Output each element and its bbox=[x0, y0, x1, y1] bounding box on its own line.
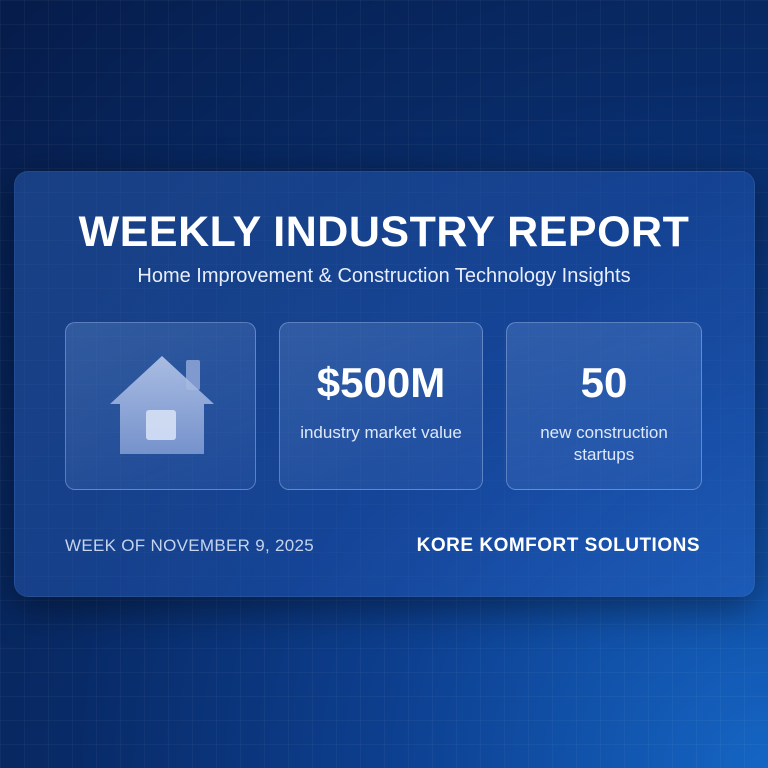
page-subtitle: Home Improvement & Construction Technolo… bbox=[137, 265, 631, 287]
market-value-number: $500M bbox=[316, 359, 446, 406]
startups-tile: 50 new construction startups bbox=[506, 322, 702, 490]
company-name: KORE KOMFORT SOLUTIONS bbox=[416, 535, 700, 556]
market-value-label: industry market value bbox=[300, 423, 462, 442]
market-value-tile: $500M industry market value bbox=[279, 322, 483, 490]
house-icon bbox=[110, 356, 214, 454]
page-title: WEEKLY INDUSTRY REPORT bbox=[78, 208, 690, 256]
house-tile bbox=[65, 322, 256, 490]
startups-label: new construction startups bbox=[540, 423, 668, 464]
report-date: WEEK OF NOVEMBER 9, 2025 bbox=[65, 536, 315, 555]
startups-number: 50 bbox=[580, 359, 628, 406]
